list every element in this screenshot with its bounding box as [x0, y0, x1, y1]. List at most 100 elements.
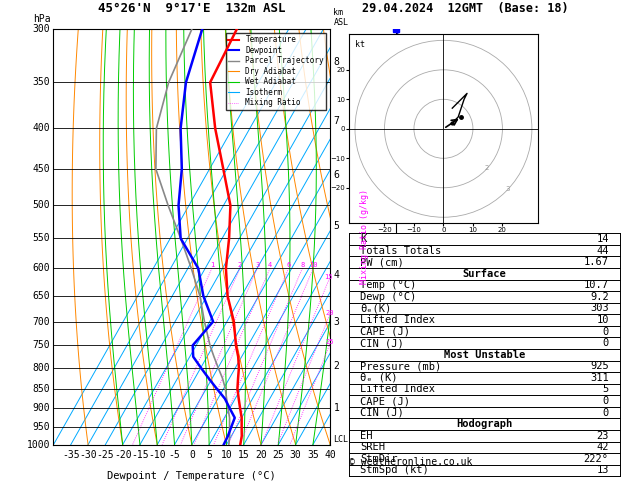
Text: Hodograph: Hodograph — [456, 419, 513, 429]
Text: Mixing Ratio (g/kg): Mixing Ratio (g/kg) — [360, 190, 369, 284]
Text: 900: 900 — [33, 403, 50, 413]
Text: 800: 800 — [33, 363, 50, 373]
Text: 550: 550 — [33, 233, 50, 243]
Text: -15: -15 — [131, 450, 149, 460]
Text: -25: -25 — [96, 450, 114, 460]
Text: 9.2: 9.2 — [590, 292, 609, 302]
Text: Pressure (mb): Pressure (mb) — [360, 362, 441, 371]
Text: 303: 303 — [590, 303, 609, 313]
Text: 10: 10 — [221, 450, 232, 460]
Text: Surface: Surface — [462, 269, 506, 279]
Text: 0: 0 — [603, 327, 609, 337]
Text: 500: 500 — [33, 200, 50, 210]
Text: 35: 35 — [307, 450, 319, 460]
Text: 15: 15 — [238, 450, 250, 460]
Text: -5: -5 — [169, 450, 181, 460]
Text: EH: EH — [360, 431, 372, 441]
Text: θₑ (K): θₑ (K) — [360, 373, 398, 383]
Text: 1: 1 — [210, 262, 214, 268]
Text: 0: 0 — [603, 408, 609, 417]
Text: 1: 1 — [333, 403, 339, 413]
Text: -20: -20 — [114, 450, 131, 460]
Text: 300: 300 — [33, 24, 50, 34]
Text: 10: 10 — [309, 262, 318, 268]
Text: 20: 20 — [325, 310, 333, 316]
Text: CAPE (J): CAPE (J) — [360, 327, 410, 337]
Text: 1.67: 1.67 — [584, 257, 609, 267]
Text: 29.04.2024  12GMT  (Base: 18): 29.04.2024 12GMT (Base: 18) — [362, 1, 569, 15]
Text: 400: 400 — [33, 123, 50, 134]
Text: LCL: LCL — [333, 435, 348, 444]
Legend: Temperature, Dewpoint, Parcel Trajectory, Dry Adiabat, Wet Adiabat, Isotherm, Mi: Temperature, Dewpoint, Parcel Trajectory… — [226, 33, 326, 110]
Text: StmSpd (kt): StmSpd (kt) — [360, 466, 429, 475]
Text: 311: 311 — [590, 373, 609, 383]
Text: -30: -30 — [79, 450, 97, 460]
Text: Lifted Index: Lifted Index — [360, 315, 435, 325]
Text: PW (cm): PW (cm) — [360, 257, 404, 267]
Text: 850: 850 — [33, 383, 50, 394]
Text: 4: 4 — [268, 262, 272, 268]
Text: 4: 4 — [333, 270, 339, 280]
Text: 0: 0 — [603, 396, 609, 406]
Text: 350: 350 — [33, 77, 50, 87]
Text: 42: 42 — [596, 442, 609, 452]
Text: CAPE (J): CAPE (J) — [360, 396, 410, 406]
Text: Most Unstable: Most Unstable — [443, 350, 525, 360]
Text: 950: 950 — [33, 422, 50, 432]
Text: SREH: SREH — [360, 442, 385, 452]
Text: 7: 7 — [333, 116, 339, 125]
Text: Temp (°C): Temp (°C) — [360, 280, 416, 290]
Text: 23: 23 — [596, 431, 609, 441]
Text: CIN (J): CIN (J) — [360, 408, 404, 417]
Text: 13: 13 — [596, 466, 609, 475]
Text: Totals Totals: Totals Totals — [360, 245, 441, 256]
Text: -10: -10 — [148, 450, 166, 460]
Text: CIN (J): CIN (J) — [360, 338, 404, 348]
Text: km
ASL: km ASL — [333, 8, 348, 27]
Text: 5: 5 — [206, 450, 212, 460]
Text: 1000: 1000 — [27, 440, 50, 450]
Text: 6: 6 — [333, 170, 339, 180]
Text: StmDir: StmDir — [360, 454, 398, 464]
Text: 0: 0 — [189, 450, 195, 460]
Text: 44: 44 — [596, 245, 609, 256]
Text: 25: 25 — [272, 450, 284, 460]
Text: 10: 10 — [596, 315, 609, 325]
Text: 30: 30 — [290, 450, 301, 460]
Text: -35: -35 — [62, 450, 80, 460]
Text: 650: 650 — [33, 291, 50, 301]
Text: 15: 15 — [325, 274, 333, 280]
Text: 5: 5 — [603, 384, 609, 395]
Text: 600: 600 — [33, 263, 50, 274]
Text: 3: 3 — [255, 262, 259, 268]
Text: 8: 8 — [300, 262, 304, 268]
Text: 222°: 222° — [584, 454, 609, 464]
Text: Lifted Index: Lifted Index — [360, 384, 435, 395]
Text: 0: 0 — [603, 338, 609, 348]
Text: hPa: hPa — [33, 14, 50, 24]
Text: 3: 3 — [333, 316, 339, 327]
Text: 700: 700 — [33, 316, 50, 327]
Text: 10.7: 10.7 — [584, 280, 609, 290]
Text: Dewp (°C): Dewp (°C) — [360, 292, 416, 302]
Text: © weatheronline.co.uk: © weatheronline.co.uk — [349, 457, 472, 467]
Text: K: K — [360, 234, 366, 244]
Text: 2: 2 — [238, 262, 242, 268]
Text: 14: 14 — [596, 234, 609, 244]
Text: 6: 6 — [286, 262, 291, 268]
Text: 750: 750 — [33, 340, 50, 350]
Text: 45°26'N  9°17'E  132m ASL: 45°26'N 9°17'E 132m ASL — [98, 1, 286, 15]
Text: Dewpoint / Temperature (°C): Dewpoint / Temperature (°C) — [108, 471, 276, 482]
Text: 5: 5 — [333, 221, 339, 231]
Text: θₑ(K): θₑ(K) — [360, 303, 391, 313]
Text: 2: 2 — [485, 165, 489, 171]
Text: 40: 40 — [325, 450, 336, 460]
Text: 20: 20 — [255, 450, 267, 460]
Text: 2: 2 — [333, 361, 339, 370]
Text: 8: 8 — [333, 57, 339, 67]
Text: 925: 925 — [590, 362, 609, 371]
Text: 25: 25 — [325, 339, 334, 345]
Text: kt: kt — [355, 40, 365, 50]
Text: 3: 3 — [505, 186, 510, 191]
Text: 450: 450 — [33, 164, 50, 174]
